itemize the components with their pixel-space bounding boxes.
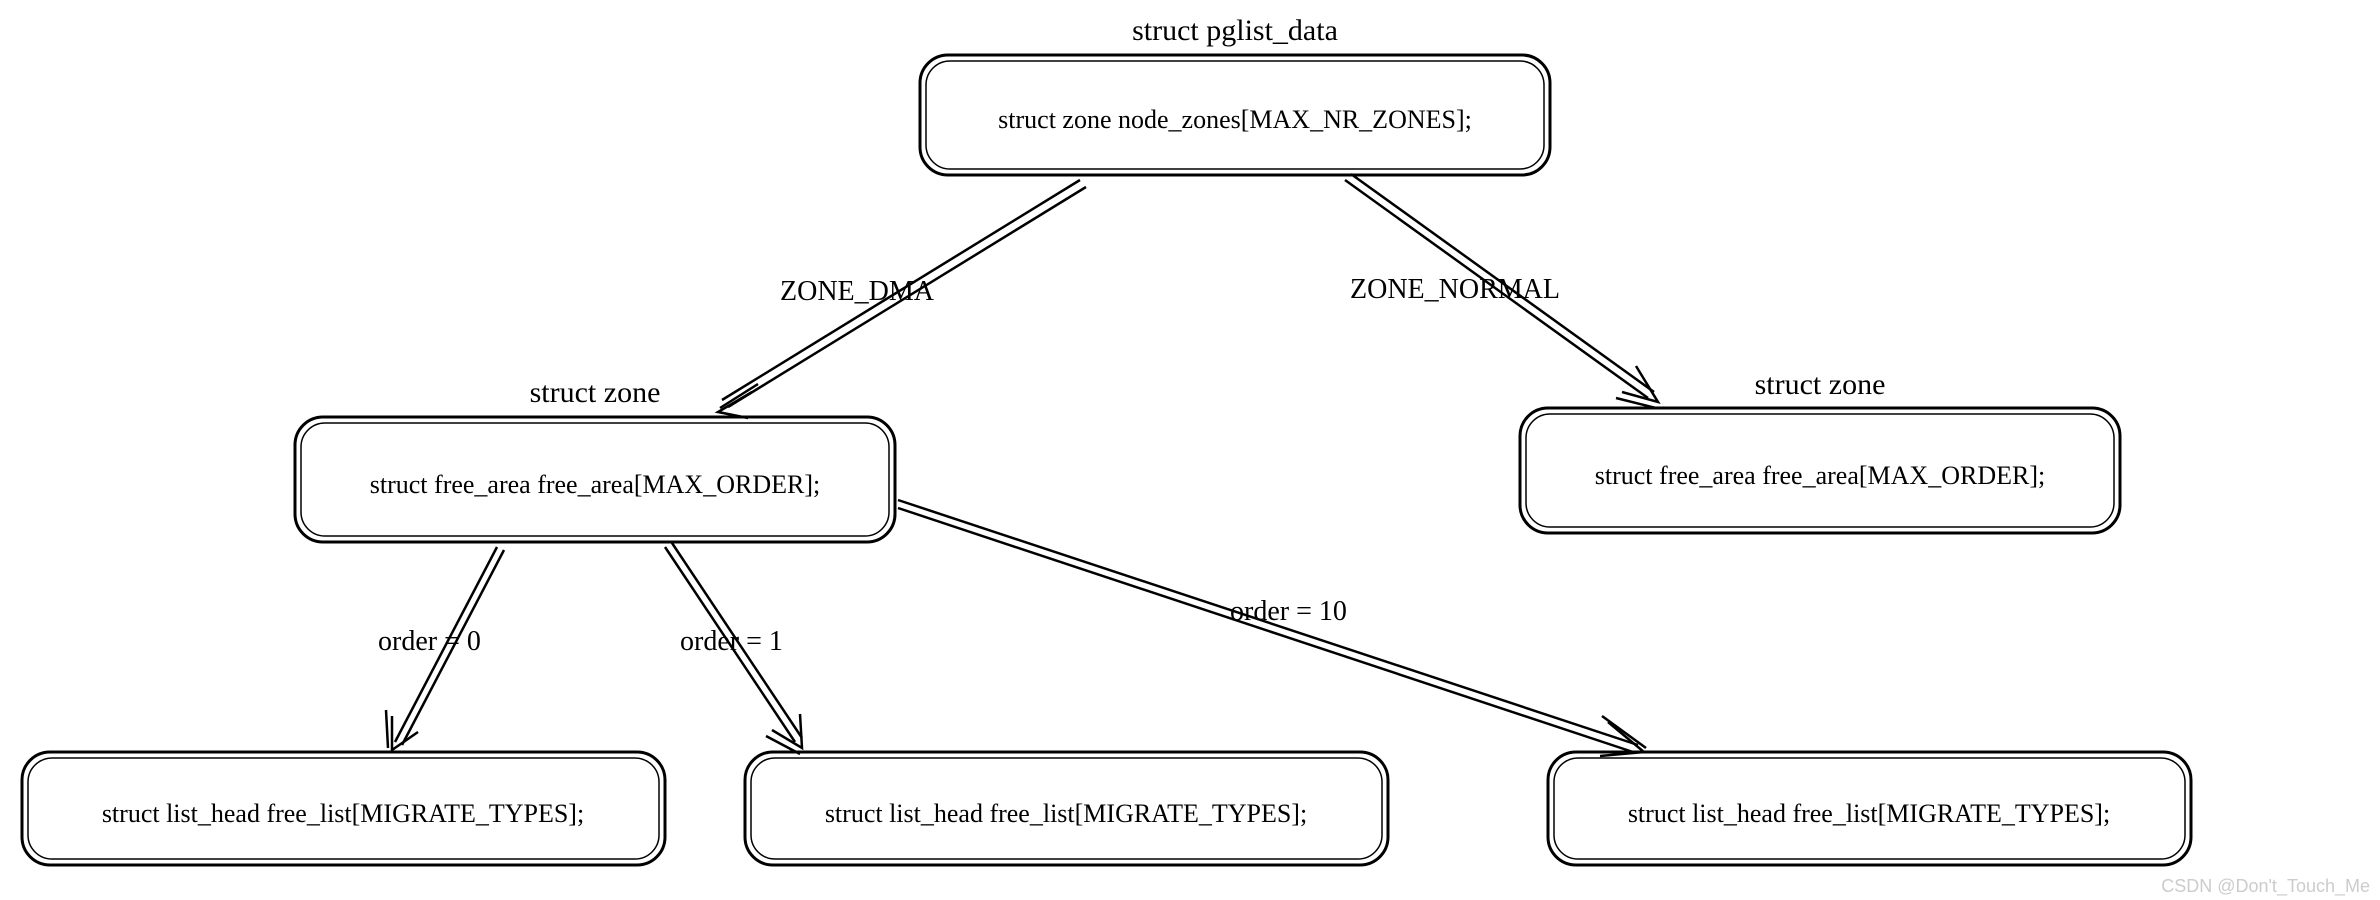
node-zone-normal: struct zone struct free_area free_area[M… xyxy=(1520,368,2120,533)
edge-root-to-normal-label: ZONE_NORMAL xyxy=(1350,274,1560,305)
edge-dma-to-order10: order = 10 xyxy=(898,500,1646,756)
edge-root-to-normal: ZONE_NORMAL xyxy=(1345,174,1658,408)
node-pglist-data-content: struct zone node_zones[MAX_NR_ZONES]; xyxy=(998,105,1472,134)
node-freelist-order10-content: struct list_head free_list[MIGRATE_TYPES… xyxy=(1628,799,2110,828)
node-freelist-order1: struct list_head free_list[MIGRATE_TYPES… xyxy=(745,752,1388,865)
edge-dma-to-order1-label: order = 1 xyxy=(680,626,783,657)
edge-root-to-dma: ZONE_DMA xyxy=(718,180,1086,418)
node-freelist-order0: struct list_head free_list[MIGRATE_TYPES… xyxy=(22,752,665,865)
node-freelist-order1-content: struct list_head free_list[MIGRATE_TYPES… xyxy=(825,799,1307,828)
node-pglist-data: struct pglist_data struct zone node_zone… xyxy=(920,14,1550,175)
edge-root-to-dma-label: ZONE_DMA xyxy=(780,276,935,307)
node-freelist-order10: struct list_head free_list[MIGRATE_TYPES… xyxy=(1548,752,2191,865)
node-zone-dma-title: struct zone xyxy=(530,376,661,409)
edge-dma-to-order10-label: order = 10 xyxy=(1230,596,1347,627)
node-zone-normal-content: struct free_area free_area[MAX_ORDER]; xyxy=(1595,461,2045,490)
edge-dma-to-order0: order = 0 xyxy=(378,547,504,750)
edge-dma-to-order0-label: order = 0 xyxy=(378,626,481,657)
edge-dma-to-order1: order = 1 xyxy=(665,543,802,754)
watermark-text: CSDN @Don't_Touch_Me xyxy=(2161,876,2370,897)
node-zone-dma-content: struct free_area free_area[MAX_ORDER]; xyxy=(370,470,820,499)
node-pglist-data-title: struct pglist_data xyxy=(1132,14,1338,47)
node-freelist-order0-content: struct list_head free_list[MIGRATE_TYPES… xyxy=(102,799,584,828)
node-zone-dma: struct zone struct free_area free_area[M… xyxy=(295,376,895,542)
node-zone-normal-title: struct zone xyxy=(1755,368,1886,401)
